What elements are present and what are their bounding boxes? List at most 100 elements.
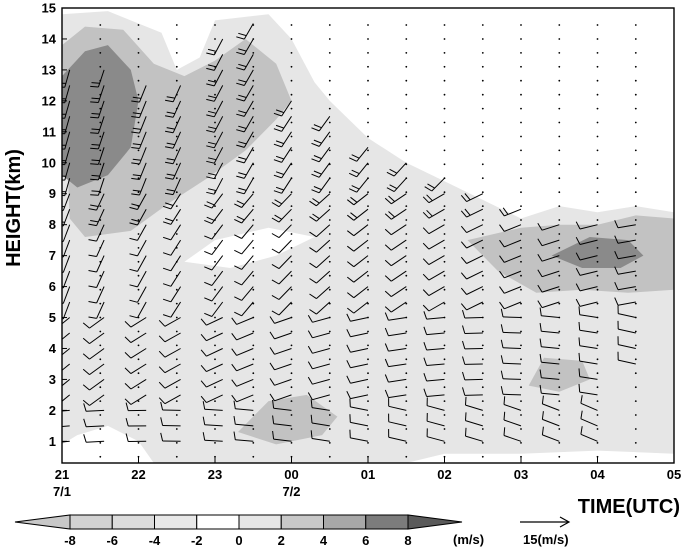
wind-barb	[309, 255, 331, 269]
grid-dot	[214, 386, 216, 389]
grid-dot	[481, 191, 484, 194]
grid-dot	[443, 302, 446, 305]
grid-dot	[481, 274, 484, 277]
grid-dot	[443, 260, 446, 263]
grid-dot	[481, 442, 484, 444]
wind-barb	[422, 301, 445, 312]
wind-barb	[158, 363, 181, 374]
grid-dot	[328, 205, 331, 208]
grid-dot	[175, 428, 178, 430]
grid-dot	[443, 247, 446, 249]
grid-dot	[367, 247, 369, 249]
wind-barb	[388, 428, 407, 442]
wind-barb	[309, 208, 331, 222]
x-tick-label: 22	[131, 467, 145, 482]
grid-dot	[558, 330, 561, 333]
wind-barb	[62, 425, 70, 428]
wind-barb	[460, 224, 484, 234]
wind-barb	[384, 224, 407, 236]
wind-barb	[90, 162, 105, 181]
grid-dot	[175, 442, 178, 444]
wind-barb	[236, 69, 254, 86]
wind-barb	[500, 339, 522, 349]
wind-barb	[200, 348, 223, 357]
grid-dot	[481, 358, 484, 361]
wind-barb	[539, 307, 560, 318]
wind-barb	[539, 338, 560, 349]
wind-barb	[82, 332, 105, 345]
wind-barb	[131, 100, 147, 119]
wind-barb	[231, 394, 254, 403]
grid-dot	[214, 344, 216, 347]
wind-barb	[165, 85, 182, 103]
grid-dot	[367, 65, 369, 68]
grid-dot	[367, 344, 369, 347]
grid-dot	[481, 428, 484, 430]
grid-dot	[137, 79, 140, 82]
grid-dot	[214, 442, 216, 444]
grid-dot	[558, 107, 561, 110]
colorbar-segment	[69, 514, 113, 530]
wind-barbs	[62, 23, 636, 443]
colorbar-segment	[407, 514, 463, 530]
wind-barb	[309, 193, 331, 207]
wind-barb	[162, 224, 182, 241]
grid-dot	[99, 442, 102, 444]
grid-dot	[137, 274, 140, 277]
wind-barb	[90, 116, 105, 134]
grid-dot	[558, 121, 561, 124]
grid-dot	[443, 135, 446, 138]
wind-barb	[384, 327, 407, 337]
wind-barb	[423, 342, 445, 351]
wind-barb	[575, 252, 598, 261]
grid-dot	[405, 205, 408, 208]
grid-dot	[596, 372, 599, 375]
y-tick-label: 4	[49, 341, 57, 356]
wind-barb	[388, 398, 407, 411]
wind-barb	[234, 255, 254, 270]
grid-dot	[367, 372, 369, 375]
wind-barb	[271, 301, 292, 316]
grid-dot	[175, 233, 178, 235]
wind-barb	[503, 396, 522, 411]
grid-dot	[443, 93, 446, 96]
wind-barb	[234, 301, 254, 317]
wind-barb	[236, 38, 254, 55]
wind-barb	[309, 301, 331, 315]
wind-barb	[234, 286, 254, 301]
wind-barb	[614, 220, 636, 229]
grid-dot	[405, 442, 408, 444]
grid-dot	[99, 344, 102, 347]
grid-dot	[99, 386, 102, 389]
wind-barb	[422, 286, 445, 297]
wind-barb	[384, 301, 407, 313]
grid-dot	[634, 219, 637, 221]
grid-dot	[214, 107, 216, 110]
colorbar-label: 6	[362, 533, 369, 548]
wind-barb	[82, 378, 105, 391]
wind-barb	[423, 373, 445, 382]
wind-barb	[500, 324, 522, 334]
wind-barb	[580, 410, 598, 427]
wind-barb	[578, 352, 598, 365]
wind-barb	[349, 414, 369, 427]
wind-barb	[614, 297, 636, 306]
grid-dot	[99, 302, 102, 305]
grid-dot	[328, 191, 331, 194]
grid-dot	[252, 386, 255, 389]
wind-barb	[234, 239, 254, 255]
grid-dot	[481, 302, 484, 305]
wind-barb	[124, 348, 147, 359]
grid-dot	[443, 163, 446, 166]
grid-dot	[328, 52, 331, 54]
grid-dot	[634, 107, 637, 110]
grid-dot	[558, 219, 561, 221]
grid-dot	[443, 274, 446, 277]
wind-barb	[346, 270, 369, 283]
shaded-region-6	[528, 357, 590, 392]
wind-barb	[88, 193, 105, 211]
grid-dot	[558, 24, 561, 26]
wind-barb	[272, 399, 292, 411]
wind-barb	[465, 396, 483, 411]
